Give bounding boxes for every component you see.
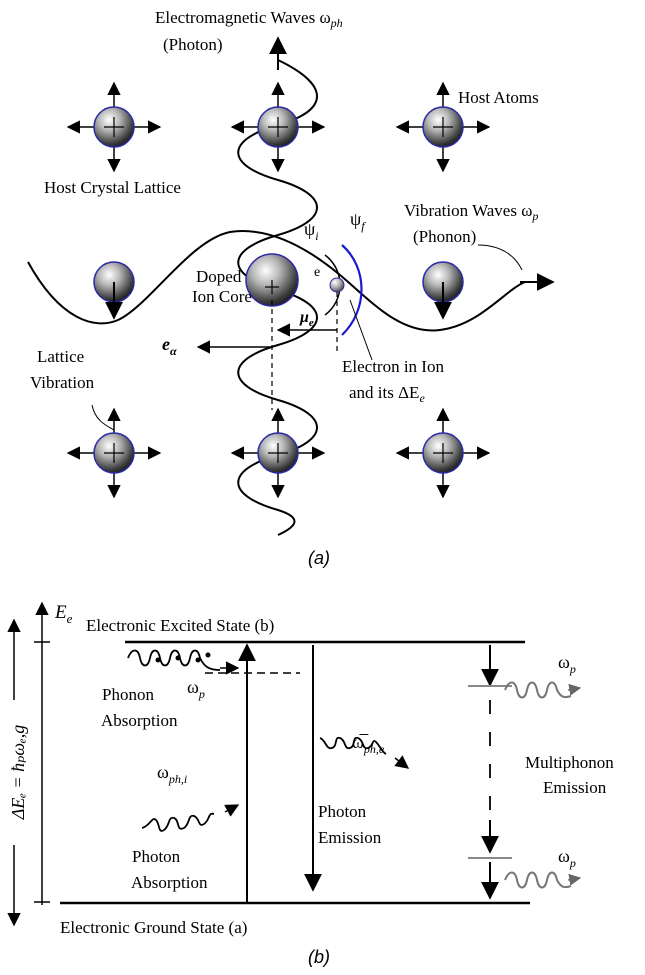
phonon-dot-4 xyxy=(205,652,211,658)
omega-p-bottom: ωp xyxy=(558,846,576,870)
delta-e-label: ΔEₑ = ħₚωₑ,g xyxy=(8,725,28,821)
electron-label-2: and its ΔEe xyxy=(349,383,425,405)
excited-state-label: Electronic Excited State (b) xyxy=(86,616,274,635)
electron-label-1: Electron in Ion xyxy=(342,357,444,376)
e-alpha-label: eα xyxy=(162,334,177,358)
doped-label-2: Ion Core xyxy=(192,287,252,306)
lattice-label-leader xyxy=(91,404,115,431)
multiphonon-label-1: Multiphonon xyxy=(525,753,614,772)
psi-i-label: ψi xyxy=(304,219,319,243)
mu-e-label: μe xyxy=(299,309,314,329)
host-atom-top-center xyxy=(230,81,326,173)
doped-ion-core xyxy=(245,253,299,410)
em-waves-title: Electromagnetic Waves ωph xyxy=(155,8,343,30)
panel-b: Ee ΔEₑ = ħₚωₑ,g Electronic Excited State… xyxy=(7,601,614,967)
omega-bar-ph-e: ω̅ph,e xyxy=(352,732,385,756)
panel-b-caption: (b) xyxy=(308,947,330,967)
host-atom-top-left xyxy=(66,81,162,173)
electron-label-leader xyxy=(349,299,373,361)
lattice-label-2: Vibration xyxy=(30,373,95,392)
lattice-label-1: Lattice xyxy=(37,347,84,366)
ground-state-label: Electronic Ground State (a) xyxy=(60,918,247,937)
host-atom-top-right xyxy=(395,81,491,173)
host-atom-mid-left xyxy=(93,261,135,320)
photon-label: (Photon) xyxy=(163,35,223,54)
photon-absorption-wiggle-head xyxy=(224,804,240,817)
phonon-dot-3 xyxy=(195,657,201,663)
host-atom-mid-right xyxy=(422,261,464,320)
omega-p-top: ωp xyxy=(558,652,576,676)
phonon-label: (Phonon) xyxy=(413,227,476,246)
host-atom-bottom-left xyxy=(66,407,162,499)
electron xyxy=(329,277,345,293)
electron-symbol: e xyxy=(314,265,320,280)
phonon-absorption-label-2: Absorption xyxy=(101,711,178,730)
phonon-absorption-wiggle xyxy=(127,649,221,671)
panel-a-caption: (a) xyxy=(308,548,330,568)
host-atom-bottom-right xyxy=(395,407,491,499)
multiphonon-wiggle-bottom xyxy=(504,871,572,889)
multiphonon-wiggle-top-head xyxy=(567,683,582,696)
host-atoms-label: Host Atoms xyxy=(458,88,539,107)
photon-emission-label-2: Emission xyxy=(318,828,382,847)
phonon-wave xyxy=(27,230,550,332)
photon-emission-wiggle-head xyxy=(394,755,410,769)
panel-a: Electromagnetic Waves ωph (Photon) Host … xyxy=(27,8,555,568)
doped-label-1: Doped xyxy=(196,267,242,286)
phonon-absorption-label-1: Phonon xyxy=(102,685,154,704)
psi-f-label: ψf xyxy=(350,209,366,233)
photon-emission-label-1: Photon xyxy=(318,802,367,821)
photon-absorption-label-1: Photon xyxy=(132,847,181,866)
phonon-dot-1 xyxy=(155,657,161,663)
phonon-label-leader xyxy=(477,244,523,271)
photon-absorption-wiggle xyxy=(141,812,215,832)
host-atom-bottom-center xyxy=(230,407,326,499)
omega-ph-i: ωph,i xyxy=(157,762,187,786)
photon-absorption-label-2: Absorption xyxy=(131,873,208,892)
host-lattice-label: Host Crystal Lattice xyxy=(44,178,181,197)
multiphonon-wiggle-top xyxy=(504,681,572,699)
photon-emission-wiggle xyxy=(319,736,387,755)
ee-axis-label: Ee xyxy=(54,602,73,626)
multiphonon-label-2: Emission xyxy=(543,778,607,797)
multiphonon-wiggle-bottom-head xyxy=(567,873,582,886)
em-wave xyxy=(237,40,318,536)
omega-p-absorption: ωp xyxy=(187,677,205,701)
vibration-waves-title: Vibration Waves ωp xyxy=(404,201,538,223)
psi-f-orbit xyxy=(341,244,363,336)
phonon-dot-2 xyxy=(175,655,181,661)
